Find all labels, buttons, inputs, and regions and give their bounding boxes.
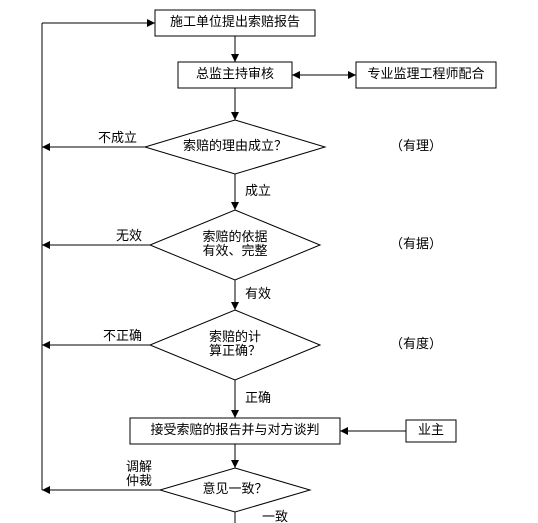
edge-label: 不成立 — [98, 130, 137, 145]
edge-label: 无效 — [116, 228, 142, 243]
svg-text:接受索赔的报告并与对方谈判: 接受索赔的报告并与对方谈判 — [150, 422, 319, 437]
arrow-head-icon — [231, 302, 239, 310]
annotation: （有度） — [390, 336, 442, 351]
annotation: （有理） — [390, 138, 442, 153]
arrow-head-icon — [42, 143, 50, 151]
edge-label: 正确 — [245, 390, 271, 405]
arrow-head-icon — [231, 54, 239, 62]
svg-text:总监主持审核: 总监主持审核 — [196, 66, 274, 81]
svg-text:专业监理工程师配合: 专业监理工程师配合 — [367, 66, 484, 81]
arrow-head-icon — [348, 71, 356, 79]
arrow-head-icon — [292, 71, 300, 79]
arrow-head-icon — [147, 19, 155, 27]
arrow-head-icon — [231, 112, 239, 120]
arrow-head-icon — [231, 202, 239, 210]
arrow-head-icon — [231, 460, 239, 468]
edge-label: 成立 — [245, 183, 271, 198]
arrow-head-icon — [231, 410, 239, 418]
svg-text:有效、完整: 有效、完整 — [202, 243, 267, 258]
svg-text:算正确？: 算正确？ — [209, 343, 261, 358]
edge-label: 调解 — [126, 459, 152, 474]
edge-label: 有效 — [245, 286, 271, 301]
annotation: （有据） — [390, 236, 442, 251]
annotation: 一致 — [262, 509, 288, 523]
arrow-head-icon — [42, 341, 50, 349]
edge-label: 仲裁 — [126, 473, 152, 488]
svg-text:意见一致？: 意见一致？ — [202, 481, 267, 496]
svg-text:业主: 业主 — [418, 422, 444, 437]
svg-text:索赔的理由成立？: 索赔的理由成立？ — [183, 138, 287, 153]
arrow-head-icon — [42, 486, 50, 494]
arrow-head-icon — [42, 241, 50, 249]
svg-text:索赔的计: 索赔的计 — [209, 329, 261, 344]
svg-text:施工单位提出索赔报告: 施工单位提出索赔报告 — [170, 14, 300, 29]
svg-text:索赔的依据: 索赔的依据 — [202, 229, 267, 244]
arrow-head-icon — [340, 427, 348, 435]
edge-label: 不正确 — [103, 328, 142, 343]
